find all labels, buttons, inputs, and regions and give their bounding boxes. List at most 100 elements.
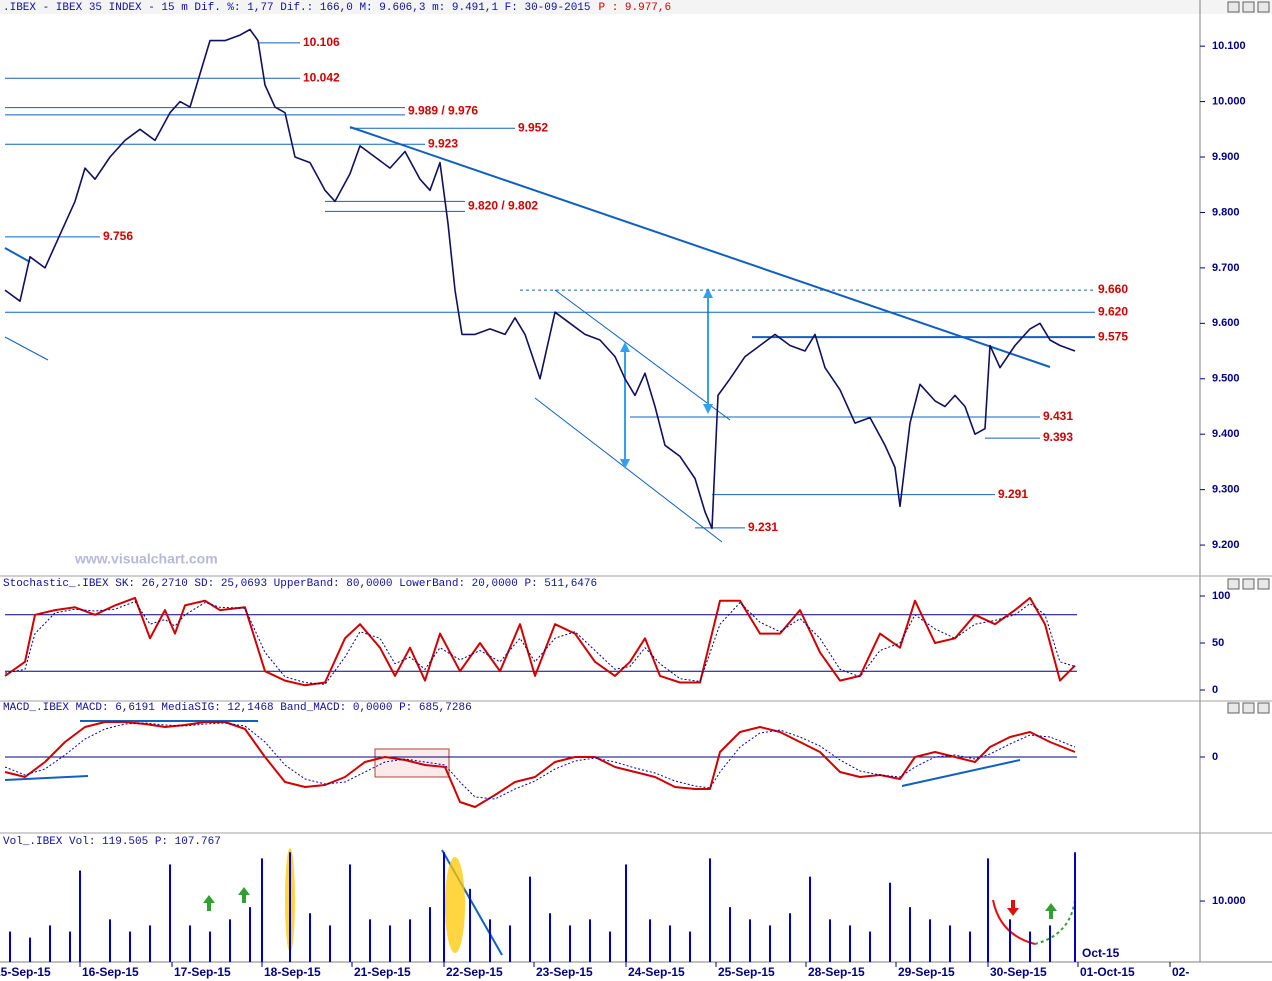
volume-bar	[289, 852, 291, 962]
volume-bar	[829, 919, 831, 962]
volume-bar	[9, 931, 11, 962]
watermark: www.visualchart.com	[74, 551, 218, 567]
period-label: Oct-15	[1082, 946, 1120, 960]
series-line	[4, 722, 1076, 800]
volume-bar	[549, 913, 551, 962]
series-line	[4, 601, 1076, 685]
volume-bar	[1049, 925, 1051, 962]
x-tick-label: 18-Sep-15	[264, 965, 321, 979]
volume-bar	[429, 907, 431, 962]
up-arrow	[203, 895, 215, 911]
header-bar	[0, 0, 1272, 14]
curve-annotation	[992, 899, 1036, 945]
volume-bar	[1009, 919, 1011, 962]
volume-bar	[769, 925, 771, 962]
volume-bar	[29, 937, 31, 962]
volume-bar	[329, 925, 331, 962]
volume-bar	[261, 858, 263, 962]
x-tick-label: 22-Sep-15	[446, 965, 503, 979]
x-tick-label: 15-Sep-15	[0, 965, 51, 979]
y-tick-label: 0	[1212, 684, 1218, 696]
close-button[interactable]	[1257, 1, 1270, 13]
volume-bar	[569, 925, 571, 962]
x-tick-label: 21-Sep-15	[354, 965, 411, 979]
trend-line	[4, 336, 49, 361]
level-label: 9.660	[1098, 282, 1128, 296]
header-price: P : 9.977,6	[599, 2, 672, 14]
level-label: 9.231	[748, 520, 778, 534]
minimize-button[interactable]	[1227, 578, 1240, 590]
volume-bar	[169, 864, 171, 962]
level-label: 10.042	[303, 70, 340, 84]
maximize-button[interactable]	[1242, 702, 1255, 714]
x-tick-label: 23-Sep-15	[536, 965, 593, 979]
down-arrow	[1007, 900, 1019, 916]
level-label: 9.291	[998, 487, 1028, 501]
volume-bar	[443, 852, 445, 962]
volume-bar	[369, 919, 371, 962]
y-tick-label: 9.800	[1212, 206, 1240, 218]
minimize-button[interactable]	[1227, 702, 1240, 714]
panel-header: Stochastic_.IBEX SK: 26,2710 SD: 25,0693…	[3, 578, 597, 590]
arrow-head	[703, 404, 713, 414]
x-tick-label: 17-Sep-15	[174, 965, 231, 979]
level-label: 9.756	[103, 229, 133, 243]
x-tick-label: 24-Sep-15	[628, 965, 685, 979]
volume-bar	[149, 925, 151, 962]
volume-bar	[79, 870, 81, 962]
y-tick-label: 9.500	[1212, 373, 1240, 385]
level-label: 10.106	[303, 35, 340, 49]
x-tick-label: 16-Sep-15	[82, 965, 139, 979]
volume-bar	[889, 882, 891, 962]
volume-bar	[987, 858, 989, 962]
level-label: 9.952	[518, 120, 548, 134]
volume-bar	[389, 925, 391, 962]
highlight-box	[374, 748, 450, 778]
channel-line	[534, 397, 723, 543]
close-button[interactable]	[1257, 578, 1270, 590]
volume-bar	[1074, 852, 1076, 962]
x-tick-label: 02-	[1172, 965, 1189, 979]
volume-bar	[869, 931, 871, 962]
level-label: 9.431	[1043, 409, 1073, 423]
macd-trend-line	[901, 759, 1021, 787]
volume-bar	[789, 913, 791, 962]
y-tick-label: 9.300	[1212, 484, 1240, 496]
volume-bar	[249, 907, 251, 962]
arrow-head	[703, 288, 713, 298]
panel-header: MACD_.IBEX MACD: 6,6191 MediaSIG: 12,146…	[3, 702, 472, 714]
x-tick-label: 01-Oct-15	[1080, 965, 1135, 979]
y-tick-label: 10.000	[1212, 895, 1246, 907]
y-tick-label: 9.900	[1212, 151, 1240, 163]
volume-bar	[809, 876, 811, 962]
up-arrow	[238, 887, 250, 903]
volume-bar	[189, 925, 191, 962]
maximize-button[interactable]	[1242, 578, 1255, 590]
panel-header: .IBEX - IBEX 35 INDEX - 15 m Dif. %: 1,7…	[3, 2, 591, 14]
volume-bar	[729, 907, 731, 962]
volume-bar	[709, 858, 711, 962]
close-button[interactable]	[1257, 702, 1270, 714]
volume-bar	[209, 931, 211, 962]
y-tick-label: 100	[1212, 590, 1230, 602]
y-tick-label: 0	[1212, 751, 1218, 763]
volume-bar	[49, 925, 51, 962]
level-label: 9.620	[1098, 304, 1128, 318]
volume-bar	[489, 919, 491, 962]
volume-bar	[625, 864, 627, 962]
minimize-button[interactable]	[1227, 1, 1240, 13]
trend-line	[4, 247, 31, 263]
y-tick-label: 50	[1212, 637, 1224, 649]
volume-bar	[229, 919, 231, 962]
maximize-button[interactable]	[1242, 1, 1255, 13]
x-tick-label: 28-Sep-15	[808, 965, 865, 979]
volume-bar	[649, 919, 651, 962]
level-label: 9.575	[1098, 329, 1128, 343]
volume-bar	[309, 913, 311, 962]
series-line	[4, 721, 1076, 808]
y-tick-label: 9.200	[1212, 539, 1240, 551]
channel-line	[554, 289, 731, 421]
panel-header: Vol_.IBEX Vol: 119.505 P: 107.767	[3, 836, 221, 848]
curve-annotation	[1034, 899, 1076, 945]
